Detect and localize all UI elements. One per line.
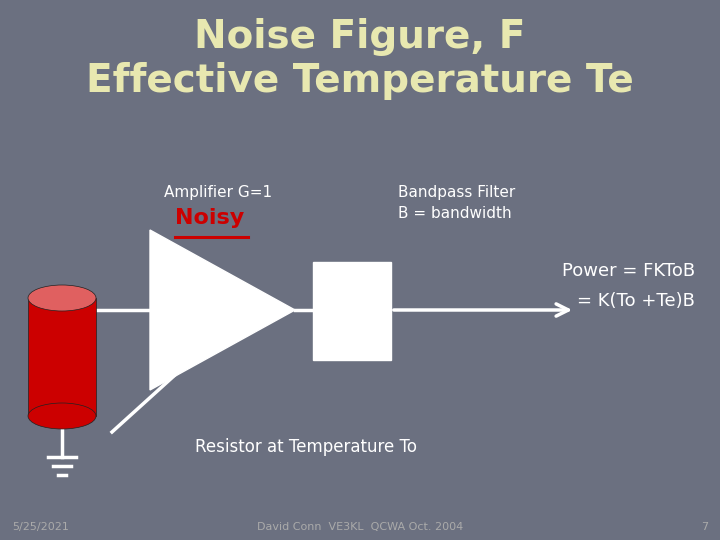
- Text: Effective Temperature Te: Effective Temperature Te: [86, 62, 634, 100]
- Text: 5/25/2021: 5/25/2021: [12, 522, 69, 532]
- Ellipse shape: [28, 285, 96, 311]
- Polygon shape: [150, 230, 295, 390]
- Text: Noise Figure, F: Noise Figure, F: [194, 18, 526, 56]
- Text: Resistor at Temperature To: Resistor at Temperature To: [195, 438, 417, 456]
- Bar: [28, 298, 96, 416]
- Text: Amplifier G=1: Amplifier G=1: [164, 185, 272, 200]
- Text: Noisy: Noisy: [176, 208, 245, 228]
- Ellipse shape: [28, 403, 96, 429]
- Text: Power = FKToB: Power = FKToB: [562, 262, 695, 280]
- Text: David Conn  VE3KL  QCWA Oct. 2004: David Conn VE3KL QCWA Oct. 2004: [257, 522, 463, 532]
- Text: = K(To +Te)B: = K(To +Te)B: [577, 292, 695, 310]
- Text: 7: 7: [701, 522, 708, 532]
- Text: Bandpass Filter
B = bandwidth: Bandpass Filter B = bandwidth: [398, 185, 516, 221]
- Bar: [313, 262, 391, 360]
